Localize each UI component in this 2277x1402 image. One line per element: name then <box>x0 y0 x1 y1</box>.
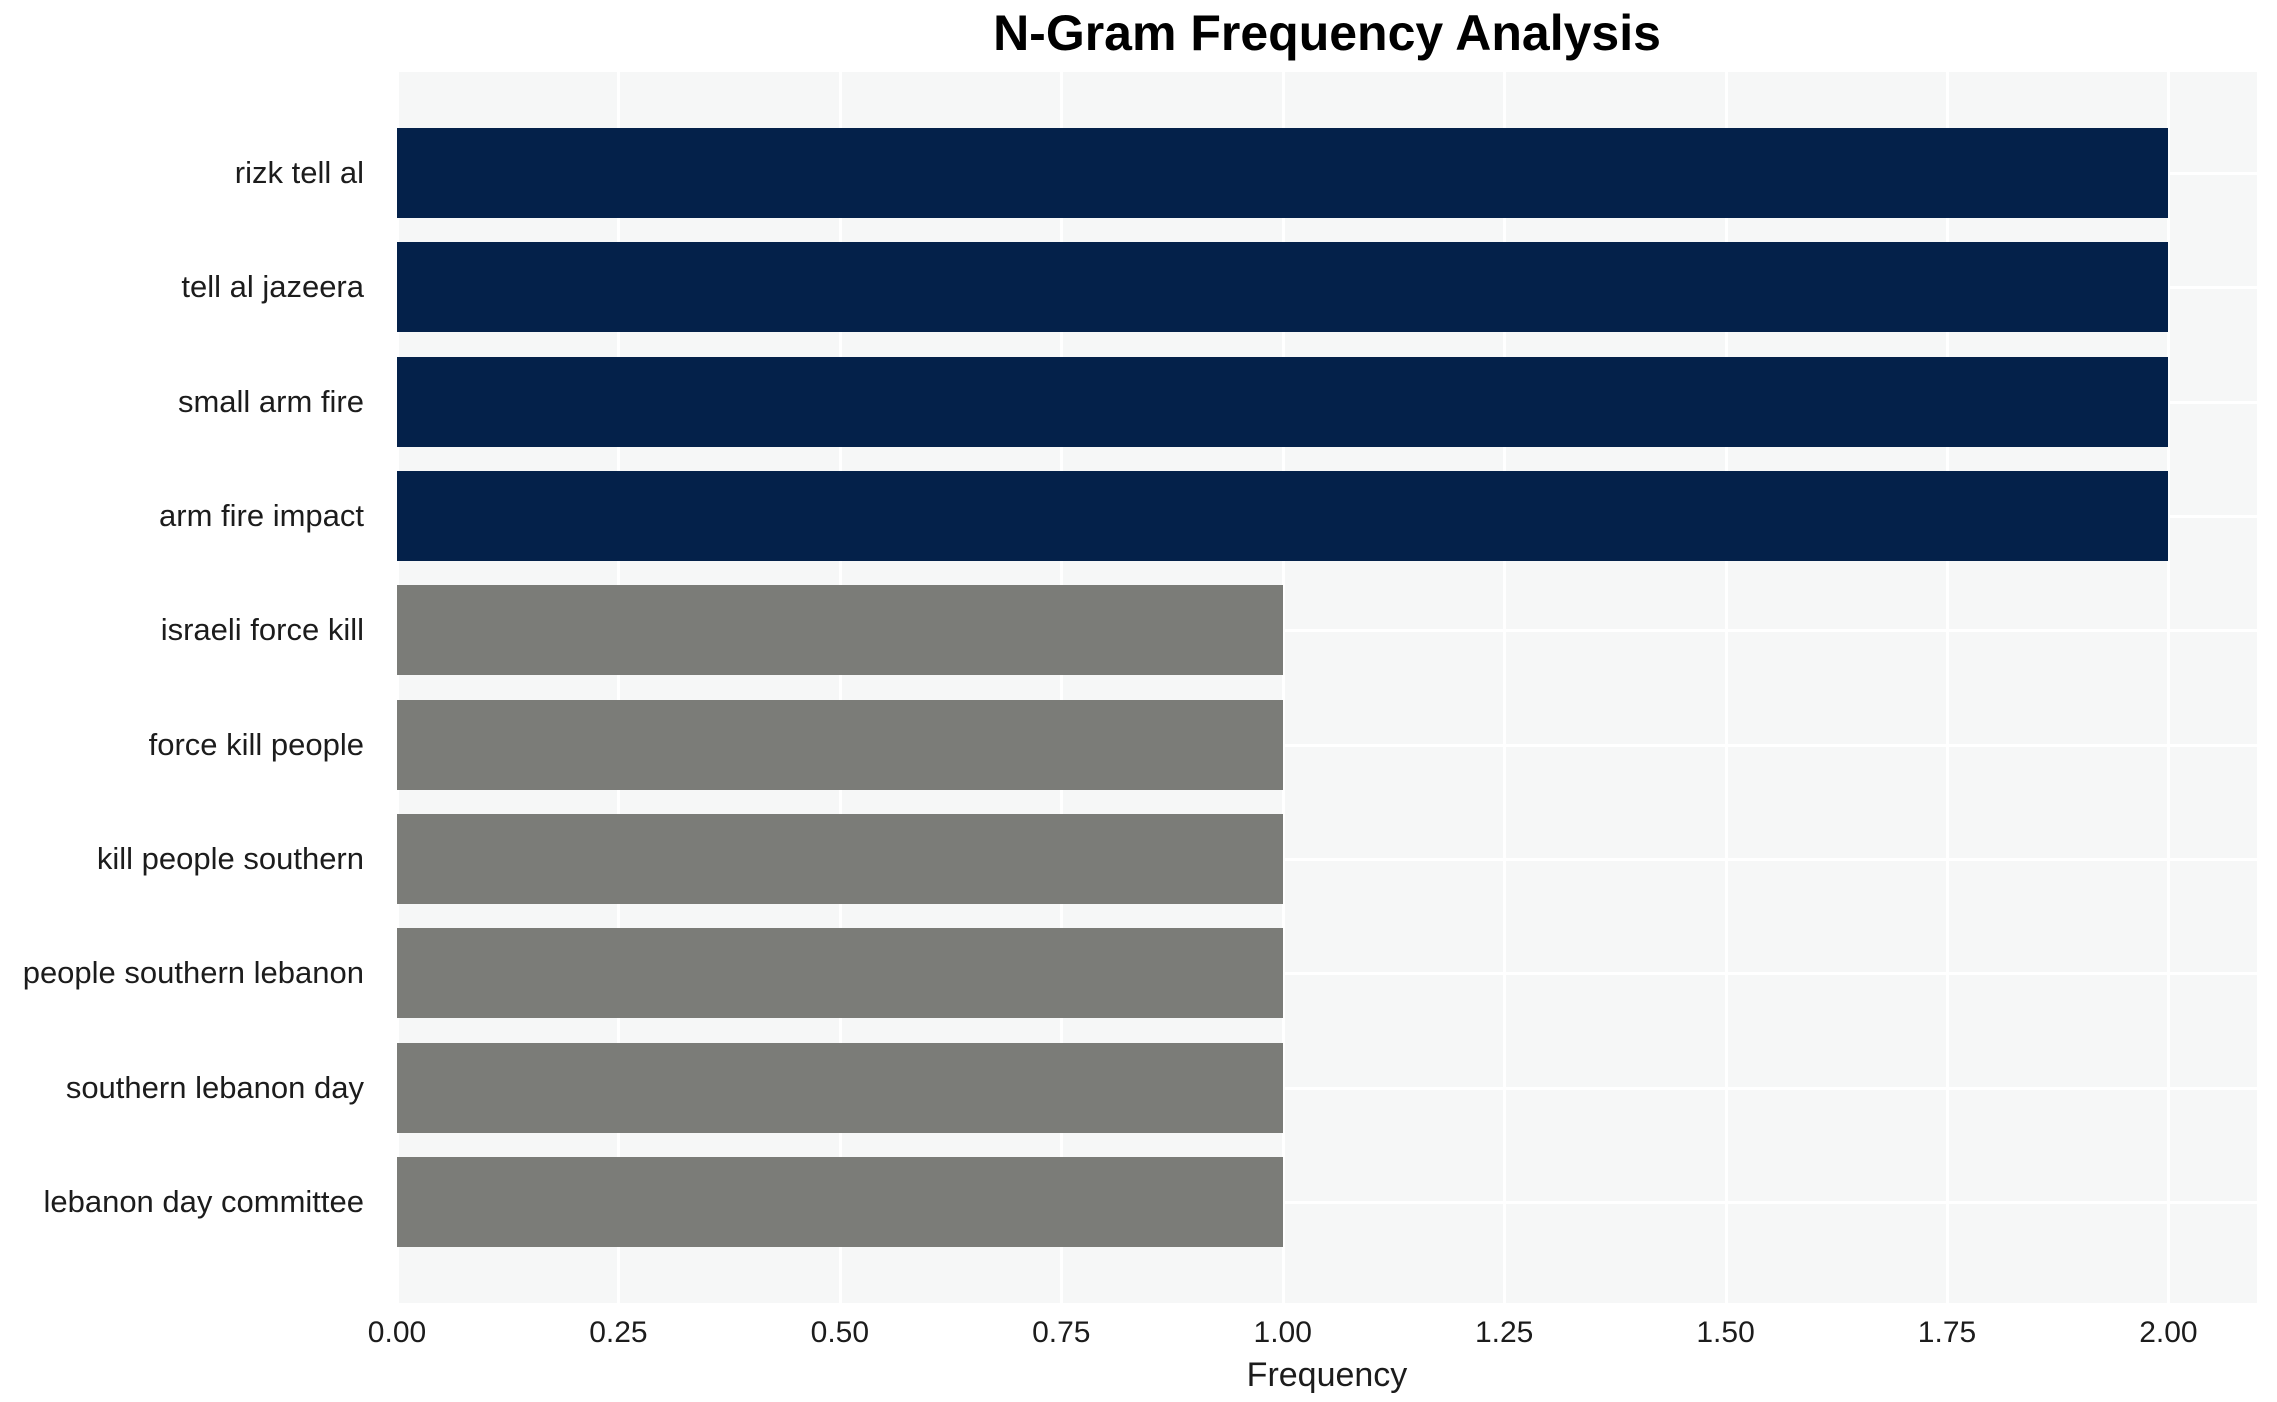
y-gridline <box>397 629 2257 633</box>
x-gridline <box>617 72 621 1303</box>
x-gridline <box>1281 72 1285 1303</box>
y-gridline <box>397 857 2257 861</box>
x-gridline <box>1724 72 1728 1303</box>
y-gridline <box>397 972 2257 976</box>
y-axis-labels: rizk tell al tell al jazeera small arm fir… <box>0 72 380 1303</box>
bar-row <box>397 573 2257 687</box>
bar <box>397 242 2169 333</box>
bar <box>397 356 2169 447</box>
x-tick-label: 0.50 <box>810 1316 870 1349</box>
y-axis-label: small arm fire <box>177 383 364 419</box>
bar-row <box>397 916 2257 1030</box>
x-tick-label: 1.75 <box>1917 1316 1977 1349</box>
chart-title: N-Gram Frequency Analysis <box>993 5 1661 61</box>
bar-rows <box>397 72 2257 1303</box>
bar <box>397 813 1283 904</box>
y-gridline <box>397 1086 2257 1090</box>
y-axis-label: force kill people <box>148 726 364 762</box>
bar-row <box>397 345 2257 459</box>
bar-row <box>397 802 2257 916</box>
bar-row <box>397 230 2257 344</box>
x-gridline <box>1503 72 1507 1303</box>
y-axis-label: people southern lebanon <box>22 955 364 991</box>
y-axis-label: lebanon day committee <box>43 1183 364 1219</box>
x-tick-label: 0.25 <box>589 1316 648 1349</box>
y-axis-label: southern lebanon day <box>65 1069 364 1105</box>
bar-row <box>397 116 2257 230</box>
y-gridline <box>397 1200 2257 1204</box>
x-tick-label: 1.00 <box>1253 1316 1312 1349</box>
x-gridline <box>1060 72 1064 1303</box>
bar <box>397 699 1283 790</box>
bar <box>397 471 2169 562</box>
x-tick-label: 0.00 <box>367 1316 427 1349</box>
x-axis-ticks: 0.00 0.25 0.50 0.75 1.00 1.25 1.50 1.75 2.00 <box>368 1316 2257 1356</box>
bar <box>397 1042 1283 1133</box>
bar <box>397 928 1283 1019</box>
x-gridline <box>838 72 842 1303</box>
x-tick-label: 2.00 <box>2139 1316 2198 1349</box>
y-axis-label: kill people southern <box>96 840 364 876</box>
y-gridline <box>397 743 2257 747</box>
x-gridline <box>2167 72 2171 1303</box>
x-gridline <box>1946 72 1949 1303</box>
plot-area <box>397 72 2257 1303</box>
x-axis-title: Frequency <box>1246 1356 1408 1394</box>
y-axis-label: arm fire impact <box>159 498 364 534</box>
bar-row <box>397 687 2257 801</box>
bar-row <box>397 459 2257 573</box>
bar <box>397 128 2169 219</box>
x-tick-label: 1.25 <box>1474 1316 1534 1349</box>
x-tick-label: 1.50 <box>1696 1316 1755 1349</box>
bar <box>397 585 1283 676</box>
x-gridline <box>397 72 399 1303</box>
y-axis-label: israeli force kill <box>160 612 364 648</box>
bar-row <box>397 1145 2257 1259</box>
bar-row <box>397 1030 2257 1144</box>
x-tick-label: 0.75 <box>1032 1316 1091 1349</box>
y-axis-label: tell al jazeera <box>181 269 364 305</box>
bar <box>397 1156 1283 1247</box>
y-axis-label: rizk tell al <box>234 155 364 191</box>
